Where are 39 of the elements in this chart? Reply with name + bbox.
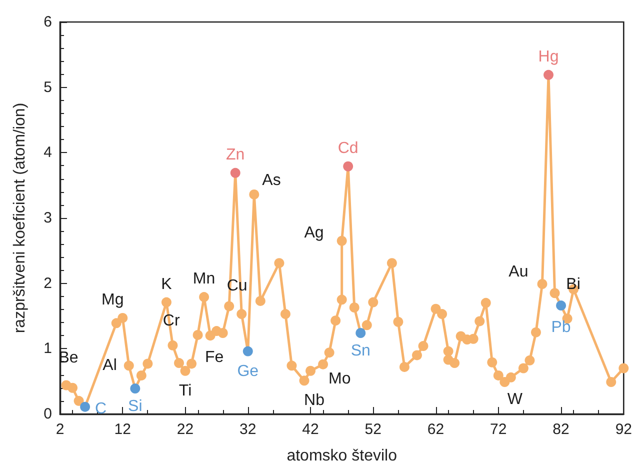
annotation: C [95, 400, 107, 418]
y-tick-label: 4 [44, 144, 52, 162]
x-axis-title: atomsko število [286, 448, 398, 464]
y-tick-label: 5 [44, 78, 52, 96]
x-tick-label: 2 [56, 421, 64, 438]
x-tick-label: 12 [114, 421, 131, 438]
x-tick-label: 32 [240, 421, 256, 438]
annotation: Ag [304, 224, 324, 242]
annotation: Mn [192, 270, 216, 288]
x-tick-label: 82 [552, 421, 570, 438]
annotation: Nb [304, 392, 325, 410]
annotation: W [507, 390, 524, 408]
x-tick-label: 42 [302, 421, 319, 438]
y-tick-label: 2 [44, 274, 52, 292]
annotation: Zn [226, 146, 245, 164]
y-tick-label: 1 [44, 340, 52, 358]
y-tick-label: 3 [44, 210, 52, 226]
annotation: Fe [204, 349, 224, 366]
annotation: Ge [237, 362, 259, 380]
annotation: As [262, 172, 281, 189]
x-tick-label: 22 [176, 421, 194, 438]
annotation: Hg [538, 48, 559, 66]
x-tick-label: 92 [615, 421, 632, 438]
annotation: Pb [551, 319, 571, 336]
annotation: Mo [328, 370, 351, 388]
annotation: K [161, 276, 172, 293]
x-tick-label: 52 [364, 421, 382, 438]
annotation: Sn [350, 342, 370, 360]
annotation: Al [102, 357, 117, 374]
x-tick-label: 62 [427, 421, 444, 438]
y-tick-label: 6 [44, 14, 52, 30]
annotation: Ti [178, 382, 192, 400]
annotation: Au [508, 263, 528, 280]
annotation: Si [128, 398, 142, 416]
y-tick-label: 0 [44, 406, 52, 422]
x-tick-label: 72 [490, 421, 507, 438]
annotation: Mg [102, 291, 124, 308]
annotation: Cd [338, 140, 358, 157]
y-axis-title: razpršitveni koeficient (atom/ion) [12, 102, 28, 334]
